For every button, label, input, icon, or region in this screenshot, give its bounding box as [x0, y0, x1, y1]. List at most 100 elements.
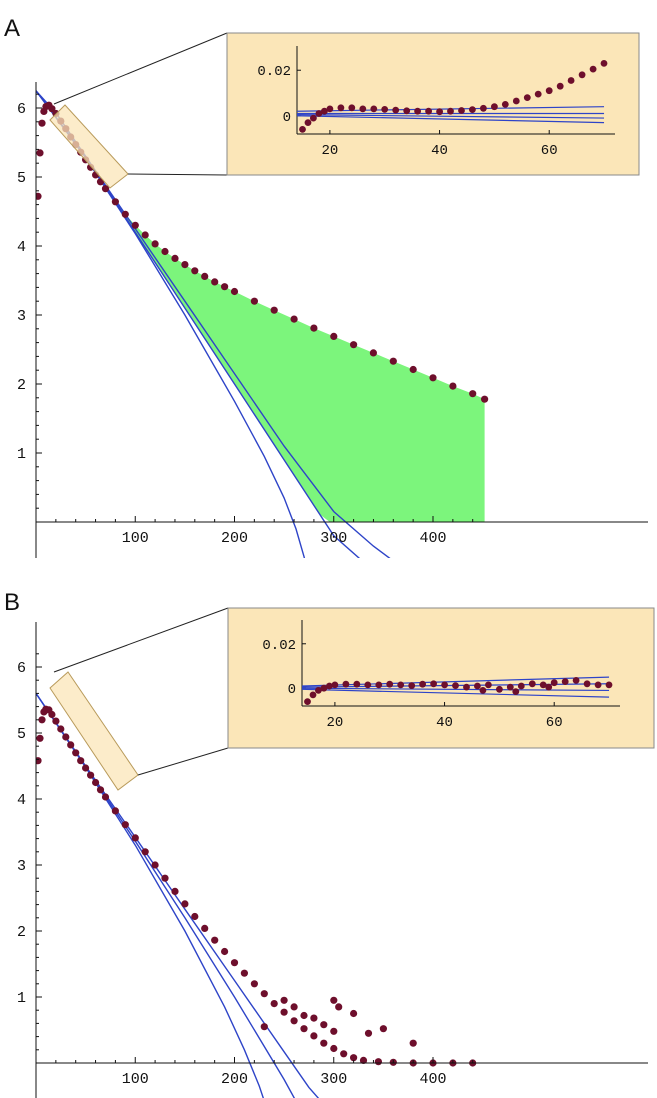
- panel-a-data-point: [201, 272, 209, 280]
- panel-a-data-point: [38, 119, 46, 127]
- panel-a-data-point: [230, 287, 239, 296]
- panel-a-inset-residual-point: [523, 94, 531, 101]
- panel-b-y-tick-label: 3: [17, 858, 26, 875]
- panel-a-y-tick-label: 2: [17, 377, 26, 394]
- panel-a-y-tick-label: 5: [17, 170, 26, 187]
- panel-a-inset-panel: [226, 32, 640, 176]
- panel-b-data-point: [270, 1000, 278, 1008]
- panel-b-data-point: [36, 757, 42, 765]
- panel-a-data-point: [181, 261, 189, 269]
- panel-b-inset-residual-point: [496, 685, 503, 693]
- panel-a-inset-residual-line-4: [296, 115, 605, 124]
- panel-b-data-point: [52, 717, 60, 725]
- panel-a-data-point: [481, 395, 489, 403]
- panel-b-inset-residual-point: [474, 682, 481, 690]
- panel-b-data-point: [280, 996, 288, 1004]
- panel-a-data-point: [330, 332, 338, 340]
- panel-a-inset-residual-point: [315, 110, 323, 117]
- panel-a-fit-line-3: [36, 90, 306, 558]
- panel-b-inset-y-tick-label: 0.02: [262, 638, 296, 654]
- panel-a-inset-residual-point: [425, 107, 432, 115]
- panel-b-data-point: [379, 1025, 387, 1033]
- panel-a-inset-residual-point: [447, 107, 454, 115]
- panel-b-data-point: [330, 1027, 338, 1035]
- panel-b-inset-residual-point: [326, 682, 333, 690]
- panel-a-inset-residual-point: [392, 106, 400, 114]
- panel-b-inset-residual-point: [517, 682, 525, 690]
- panel-a-x-tick-label: 100: [122, 530, 149, 547]
- panel-a-inset-residual-point: [458, 107, 465, 114]
- panel-b-data-point: [359, 1056, 368, 1064]
- panel-a-data-point: [310, 324, 318, 332]
- panel-b-data-point: [211, 936, 219, 944]
- panel-b-inset-connector-bottom: [137, 747, 229, 776]
- panel-a-inset-residual-point: [370, 105, 378, 113]
- panel-b-inset-residual-point: [561, 678, 569, 685]
- panel-b-inset-residual-point: [572, 677, 580, 684]
- panel-b-x-tick-label: 400: [419, 1071, 446, 1088]
- panel-a-inset-residual-point: [414, 107, 421, 115]
- panel-b-data-point: [335, 1003, 343, 1011]
- panel-a-data-point: [250, 297, 258, 305]
- panel-b-inset-residual-point: [408, 682, 416, 689]
- panel-b-inset-residual-point: [594, 681, 602, 689]
- panel-a-inset-residual-point: [348, 104, 356, 112]
- panel-b-inset-residual-point: [506, 683, 514, 691]
- panel-a-data-point: [389, 357, 397, 365]
- panel-b-data-point: [260, 990, 268, 998]
- panel-b-data-point: [409, 1039, 417, 1047]
- panel-b-inset-residual-point: [430, 680, 437, 688]
- panel-a-data-point: [121, 210, 129, 218]
- panel-b-data-point: [151, 861, 159, 869]
- panel-b-inset-residual-point: [485, 681, 492, 689]
- panel-b-inset-residual-point: [441, 681, 448, 689]
- panel-b-inset-residual-point: [463, 683, 470, 691]
- panel-b-data-point: [330, 1044, 338, 1053]
- panel-a-data-point: [191, 267, 199, 275]
- panel-b-inset-residual-point: [512, 688, 520, 695]
- panel-b-data-point: [77, 757, 85, 765]
- panel-a-inset-residual-point: [310, 114, 317, 122]
- panel-a-inset-residual-point: [299, 125, 306, 133]
- panel-a-inset-residual-point: [436, 108, 443, 116]
- panel-a-inset-x-tick-label: 60: [541, 143, 558, 159]
- panel-a-data-point: [141, 231, 149, 239]
- panel-b-inset-connector-top: [53, 607, 229, 673]
- panel-a-data-point: [36, 192, 42, 200]
- panel-b-inset-residual-point: [452, 682, 459, 689]
- panel-label-b: B: [4, 589, 20, 616]
- panel-b-data-point: [72, 749, 80, 757]
- panel-b-data-point: [111, 807, 119, 815]
- panel-a-fill-area: [105, 188, 485, 522]
- panel-b-inset-residual-point: [583, 680, 591, 688]
- panel-b-inset-residual-point: [550, 679, 558, 687]
- panel-b-data-point: [350, 1009, 358, 1018]
- panel-label-a: A: [4, 15, 20, 42]
- panel-a-data-point: [290, 315, 298, 323]
- panel-b-data-point: [320, 1021, 328, 1029]
- panel-b-inset-residual-point: [545, 683, 553, 691]
- panel-b-inset-residual-point: [386, 680, 394, 688]
- panel-b-inset-residual-point: [397, 681, 405, 689]
- panel-b-inset-residual-line-3: [301, 687, 610, 692]
- panel-b-y-tick-label: 4: [17, 792, 26, 809]
- panel-b-data-point: [82, 764, 90, 772]
- panel-a-data-point: [350, 341, 358, 349]
- panel-a-inset-residual-point: [469, 106, 476, 113]
- panel-a-data-point: [221, 283, 229, 291]
- panel-b-data-point: [300, 1011, 308, 1020]
- panel-b-inset-y-tick-label: 0: [288, 682, 296, 698]
- panel-a-data-point: [369, 349, 377, 357]
- panel-a-inset-residual-point: [403, 107, 411, 115]
- panel-b-inset-residual-point: [375, 681, 383, 689]
- panel-b-data-point: [171, 887, 179, 896]
- panel-a-inset-residual-point: [381, 106, 389, 113]
- panel-b-data-point: [221, 947, 229, 956]
- panel-a-inset-residual-point: [556, 82, 564, 90]
- panel-b-data-point: [310, 1032, 318, 1040]
- panel-a-highlight-region: [49, 104, 129, 189]
- panel-b-x-tick-label: 100: [122, 1071, 149, 1088]
- panel-b-y-tick-label: 6: [17, 660, 26, 677]
- panel-b-chart: B 100 200 300 400 1 2 3 4 5 6 20 40 60 0.02 0: [4, 589, 655, 1098]
- panel-b-inset-residual-line-1: [301, 676, 610, 687]
